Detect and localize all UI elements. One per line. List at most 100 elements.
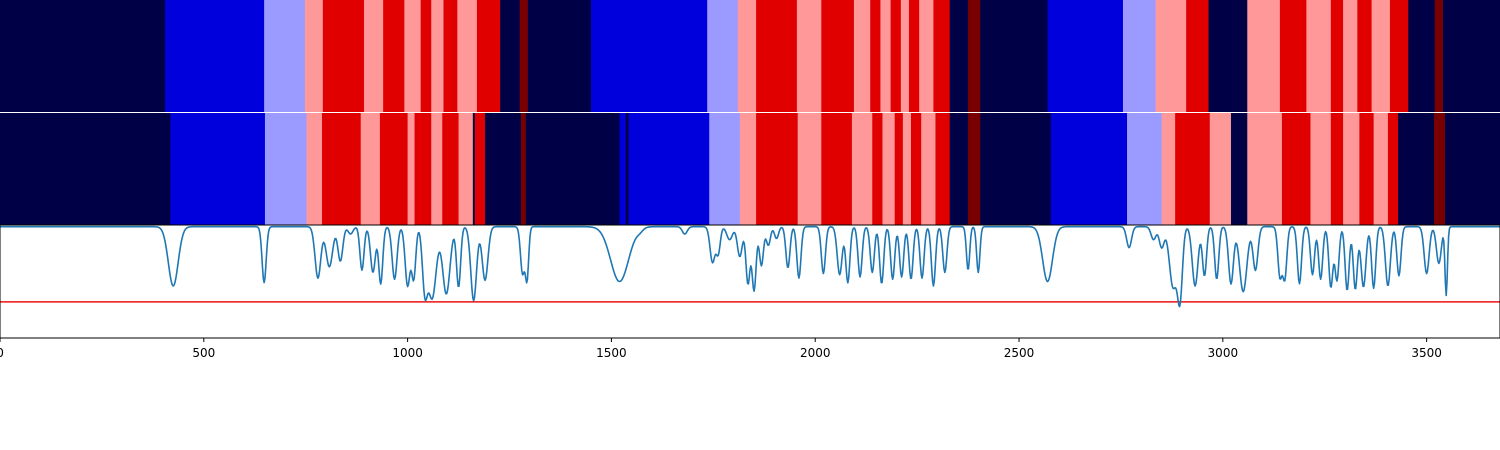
segment-1-41: [1330, 0, 1344, 112]
segment-1-13: [500, 0, 521, 112]
segment-2-36: [1050, 113, 1128, 225]
segment-2-48: [1373, 113, 1389, 225]
segment-2-34: [968, 113, 981, 225]
segment-2-8: [414, 113, 432, 225]
segment-2-39: [1175, 113, 1211, 225]
segment-1-48: [1442, 0, 1500, 112]
segment-2-5: [360, 113, 381, 225]
segment-2-18: [625, 113, 630, 225]
segment-2-22: [756, 113, 799, 225]
segment-1-35: [1155, 0, 1187, 112]
segment-2-21: [739, 113, 757, 225]
segment-2-52: [1444, 113, 1500, 225]
segment-1-23: [870, 0, 882, 112]
segment-2-24: [821, 113, 853, 225]
segment-1-43: [1357, 0, 1373, 112]
segment-2-10: [442, 113, 460, 225]
segment-1-28: [919, 0, 935, 112]
segment-1-14: [519, 0, 529, 112]
segment-1-1: [165, 0, 265, 112]
segment-1-2: [264, 0, 306, 112]
segment-2-40: [1209, 113, 1232, 225]
segment-1-17: [707, 0, 739, 112]
segment-1-47: [1434, 0, 1444, 112]
segment-2-20: [709, 113, 741, 225]
segment-1-34: [1122, 0, 1157, 112]
segment-1-46: [1408, 0, 1436, 112]
segment-2-47: [1359, 113, 1375, 225]
segment-1-30: [949, 0, 969, 112]
segment-2-31: [921, 113, 937, 225]
segment-1-33: [1047, 0, 1124, 112]
segment-2-50: [1398, 113, 1435, 225]
segment-2-27: [882, 113, 896, 225]
segment-2-26: [872, 113, 884, 225]
x-tick-label-500: 500: [192, 346, 215, 360]
segment-1-32: [980, 0, 1049, 112]
segment-2-28: [894, 113, 904, 225]
segment-2-7: [407, 113, 416, 225]
x-tick-label-1000: 1000: [392, 346, 423, 360]
segment-2-25: [851, 113, 873, 225]
segment-2-16: [525, 113, 621, 225]
segment-1-44: [1371, 0, 1391, 112]
x-axis: 0 500 1000 1500 2000 2500 3000 3500: [0, 338, 1442, 360]
segment-1-15: [527, 0, 592, 112]
segment-2-45: [1330, 113, 1344, 225]
segment-2-33: [949, 113, 969, 225]
segment-2-41: [1230, 113, 1248, 225]
segment-2-23: [797, 113, 822, 225]
segment-2-3: [306, 113, 323, 225]
segment-2-2: [264, 113, 308, 225]
segment-1-6: [383, 0, 405, 112]
segment-1-0: [0, 0, 166, 112]
segment-1-37: [1208, 0, 1248, 112]
segment-2-29: [902, 113, 912, 225]
segment-1-24: [880, 0, 892, 112]
segment-1-19: [756, 0, 798, 112]
signal-panel-background: [0, 225, 1500, 338]
segment-2-4: [322, 113, 362, 225]
segment-2-17: [619, 113, 627, 225]
segment-2-6: [379, 113, 409, 225]
segment-2-43: [1281, 113, 1312, 225]
x-tick-label-3500: 3500: [1411, 346, 1442, 360]
signal-series-line: [0, 225, 1500, 308]
segment-1-45: [1389, 0, 1409, 112]
segment-1-29: [933, 0, 951, 112]
x-tick-label-3000: 3000: [1208, 346, 1239, 360]
segment-1-8: [420, 0, 432, 112]
segment-2-19: [628, 113, 710, 225]
segment-2-42: [1247, 113, 1283, 225]
segment-2-37: [1127, 113, 1163, 225]
segment-2-49: [1387, 113, 1399, 225]
signal-panel-frame: [0, 224, 1500, 339]
segment-2-46: [1343, 113, 1360, 225]
segment-1-25: [890, 0, 902, 112]
segment-2-11: [458, 113, 474, 225]
segment-1-5: [363, 0, 384, 112]
segment-1-36: [1186, 0, 1210, 112]
segment-1-10: [443, 0, 458, 112]
segment-1-3: [304, 0, 324, 112]
segment-2-12: [472, 113, 476, 225]
segment-1-22: [853, 0, 871, 112]
segment-2-44: [1310, 113, 1332, 225]
segment-1-4: [322, 0, 365, 112]
segment-1-11: [457, 0, 478, 112]
segment-1-21: [821, 0, 855, 112]
segment-2-13: [474, 113, 486, 225]
segment-2-15: [520, 113, 527, 225]
segment-2-0: [0, 113, 171, 225]
segment-1-26: [900, 0, 910, 112]
segment-1-40: [1306, 0, 1332, 112]
segment-1-7: [404, 0, 422, 112]
x-tick-label-0: 0: [0, 346, 4, 360]
segment-2-38: [1161, 113, 1176, 225]
segment-1-31: [968, 0, 981, 112]
segment-2-51: [1433, 113, 1446, 225]
segment-2-30: [911, 113, 922, 225]
segment-2-14: [485, 113, 522, 225]
x-tick-label-2000: 2000: [800, 346, 831, 360]
